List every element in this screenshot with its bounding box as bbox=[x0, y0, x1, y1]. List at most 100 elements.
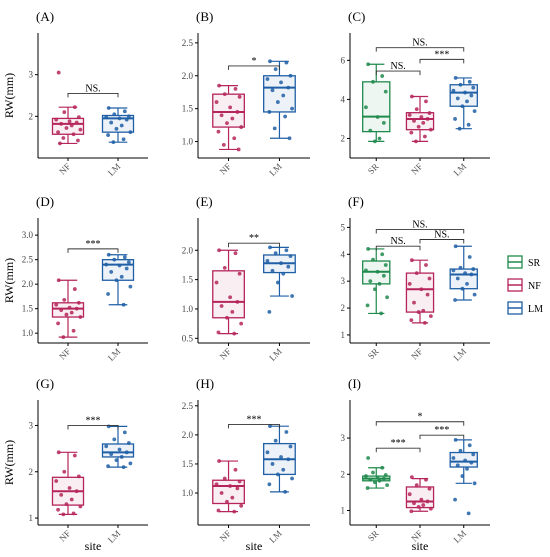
data-point bbox=[465, 99, 469, 104]
data-point bbox=[237, 94, 242, 99]
data-point bbox=[71, 328, 76, 333]
y-tick-label: 0.5 bbox=[182, 333, 194, 343]
y-tick-label: 2.0 bbox=[182, 71, 194, 81]
bracket-line bbox=[228, 242, 280, 248]
data-point bbox=[458, 448, 463, 453]
chart-panel: (A) 2 3 RW(mm) NF LM NS. bbox=[2, 9, 148, 178]
data-point bbox=[119, 123, 124, 128]
data-point bbox=[371, 470, 375, 475]
box-lm bbox=[449, 76, 478, 131]
data-point bbox=[117, 263, 122, 268]
data-point bbox=[375, 475, 380, 480]
data-point bbox=[414, 271, 419, 276]
box-sr bbox=[362, 247, 391, 316]
data-point bbox=[56, 278, 61, 283]
data-point bbox=[469, 272, 474, 277]
data-point bbox=[109, 270, 114, 274]
data-point bbox=[381, 273, 386, 278]
box-sr bbox=[362, 456, 391, 490]
data-point bbox=[126, 114, 131, 119]
data-point bbox=[233, 251, 238, 256]
significance-label: NS. bbox=[390, 61, 405, 72]
data-point bbox=[56, 507, 60, 512]
data-point bbox=[455, 463, 460, 468]
data-point bbox=[235, 110, 240, 114]
bracket-line bbox=[67, 425, 119, 430]
data-point bbox=[290, 294, 294, 298]
data-point bbox=[64, 126, 69, 130]
x-tick-label: LM bbox=[267, 161, 284, 178]
data-point bbox=[455, 96, 460, 101]
x-tick-label: NF bbox=[409, 346, 424, 361]
data-point bbox=[458, 82, 463, 87]
data-point bbox=[455, 276, 460, 281]
data-point bbox=[281, 271, 286, 276]
data-point bbox=[222, 265, 227, 270]
chart-panel: (H) 1.0 1.5 2.0 2.5 NF LM *** site bbox=[182, 376, 310, 553]
box-nf bbox=[212, 459, 245, 514]
data-point bbox=[78, 315, 83, 319]
data-point bbox=[69, 310, 74, 315]
data-point bbox=[427, 486, 432, 491]
data-point bbox=[422, 134, 427, 139]
x-axis-title: site bbox=[246, 539, 263, 553]
significance-bracket: NS. bbox=[375, 38, 465, 52]
data-point bbox=[106, 133, 110, 137]
significance-bracket: NS. bbox=[419, 230, 465, 244]
data-point bbox=[235, 486, 240, 491]
data-point bbox=[372, 139, 377, 144]
x-tick-label: NF bbox=[218, 346, 233, 361]
data-point bbox=[407, 281, 412, 286]
data-point bbox=[379, 311, 384, 316]
data-point bbox=[460, 474, 465, 478]
data-point bbox=[284, 248, 289, 253]
legend: SR NF LM bbox=[507, 255, 543, 315]
data-point bbox=[372, 480, 377, 485]
panel-label: (D) bbox=[36, 194, 54, 209]
box-iqr bbox=[405, 112, 435, 131]
data-point bbox=[273, 67, 278, 72]
significance-label: NS. bbox=[434, 230, 449, 241]
significance-label: NS. bbox=[412, 38, 427, 49]
data-point bbox=[457, 126, 462, 131]
legend-item-nf: NF bbox=[507, 278, 541, 292]
y-tick-label: 2.5 bbox=[182, 401, 194, 411]
data-point bbox=[112, 112, 117, 117]
bracket-line bbox=[67, 248, 119, 253]
data-point bbox=[233, 467, 238, 472]
data-point bbox=[409, 94, 414, 99]
data-point bbox=[124, 117, 129, 122]
chart-panel: (G) 1 2 3 RW(mm) NF LM *** site bbox=[2, 376, 148, 553]
data-point bbox=[217, 248, 221, 253]
data-point bbox=[232, 136, 237, 141]
data-point bbox=[286, 264, 291, 269]
data-point bbox=[288, 444, 293, 449]
data-point bbox=[275, 100, 280, 104]
data-point bbox=[268, 245, 272, 250]
y-tick-label: 3 bbox=[29, 70, 34, 80]
data-point bbox=[106, 464, 110, 469]
significance-label: *** bbox=[86, 415, 101, 426]
data-point bbox=[122, 255, 127, 260]
data-point bbox=[128, 461, 133, 466]
y-tick-label: 1 bbox=[29, 513, 34, 523]
data-point bbox=[124, 450, 129, 455]
y-tick-label: 3 bbox=[29, 420, 34, 430]
box-lm bbox=[101, 106, 135, 145]
data-point bbox=[74, 489, 79, 494]
data-point bbox=[61, 136, 66, 140]
y-axis-title: RW(mm) bbox=[2, 73, 16, 118]
bracket-line bbox=[375, 47, 465, 52]
data-point bbox=[451, 456, 456, 460]
y-axis-title: RW(mm) bbox=[2, 440, 16, 485]
data-point bbox=[368, 477, 373, 482]
data-point bbox=[424, 477, 428, 482]
data-point bbox=[112, 257, 117, 262]
data-point bbox=[267, 110, 272, 114]
data-point bbox=[377, 478, 382, 483]
data-point bbox=[421, 120, 426, 125]
data-point bbox=[421, 503, 426, 507]
data-point bbox=[106, 106, 111, 110]
data-point bbox=[467, 255, 472, 259]
